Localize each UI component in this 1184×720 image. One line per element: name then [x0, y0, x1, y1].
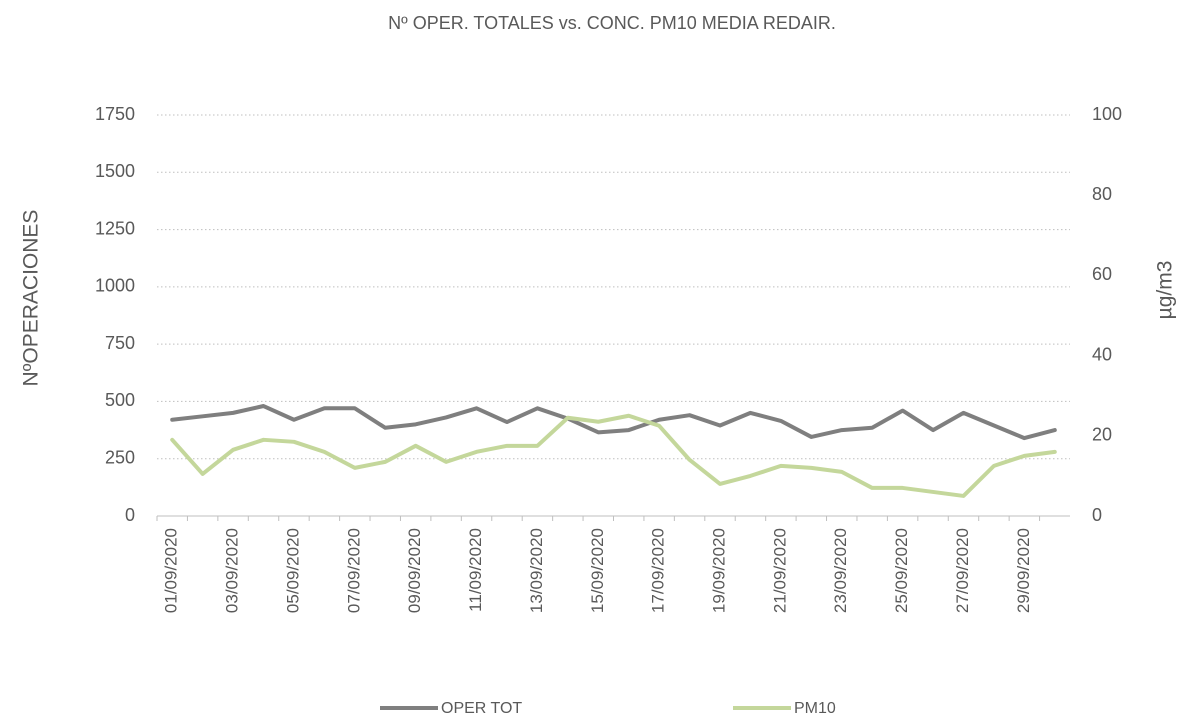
- chart-title: Nº OPER. TOTALES vs. CONC. PM10 MEDIA RE…: [388, 13, 836, 33]
- series-line: [170, 413, 1057, 498]
- x-tick-label: 17/09/2020: [649, 528, 668, 613]
- y2-tick-label: 80: [1092, 184, 1112, 204]
- y-tick-label: 1250: [95, 218, 135, 238]
- x-tick-label: 15/09/2020: [588, 528, 607, 613]
- y-tick-label: 500: [105, 390, 135, 410]
- x-tick-label: 09/09/2020: [405, 528, 424, 613]
- x-tick-label: 25/09/2020: [892, 528, 911, 613]
- y-axis-title: NºOPERACIONES: [20, 210, 43, 387]
- y2-tick-label: 60: [1092, 264, 1112, 284]
- y2-tick-label: 20: [1092, 425, 1112, 445]
- x-tick-label: 23/09/2020: [831, 528, 850, 613]
- x-tick-label: 11/09/2020: [466, 528, 485, 612]
- y-tick-label: 750: [105, 333, 135, 353]
- x-tick-label: 27/09/2020: [953, 528, 972, 613]
- x-tick-label: 29/09/2020: [1014, 528, 1033, 613]
- x-tick-label: 03/09/2020: [223, 528, 242, 613]
- x-tick-label: 21/09/2020: [770, 528, 789, 613]
- y2-tick-label: 100: [1092, 104, 1122, 124]
- x-tick-label: 19/09/2020: [710, 528, 729, 613]
- y-tick-label: 250: [105, 447, 135, 467]
- legend-label: PM10: [794, 700, 836, 717]
- y2-tick-label: 0: [1092, 505, 1102, 525]
- y-tick-label: 1500: [95, 161, 135, 181]
- y2-axis-title: µg/m3: [1154, 261, 1177, 320]
- legend-label: OPER TOT: [441, 700, 522, 717]
- y2-tick-label: 40: [1092, 344, 1112, 364]
- x-tick-label: 07/09/2020: [344, 528, 363, 613]
- x-tick-label: 13/09/2020: [527, 528, 546, 613]
- x-tick-label: 01/09/2020: [162, 528, 181, 613]
- y-tick-label: 1000: [95, 276, 135, 296]
- y-tick-label: 1750: [95, 104, 135, 124]
- x-tick-label: 05/09/2020: [283, 528, 302, 613]
- series-line: [170, 404, 1057, 441]
- y-tick-label: 0: [125, 505, 135, 525]
